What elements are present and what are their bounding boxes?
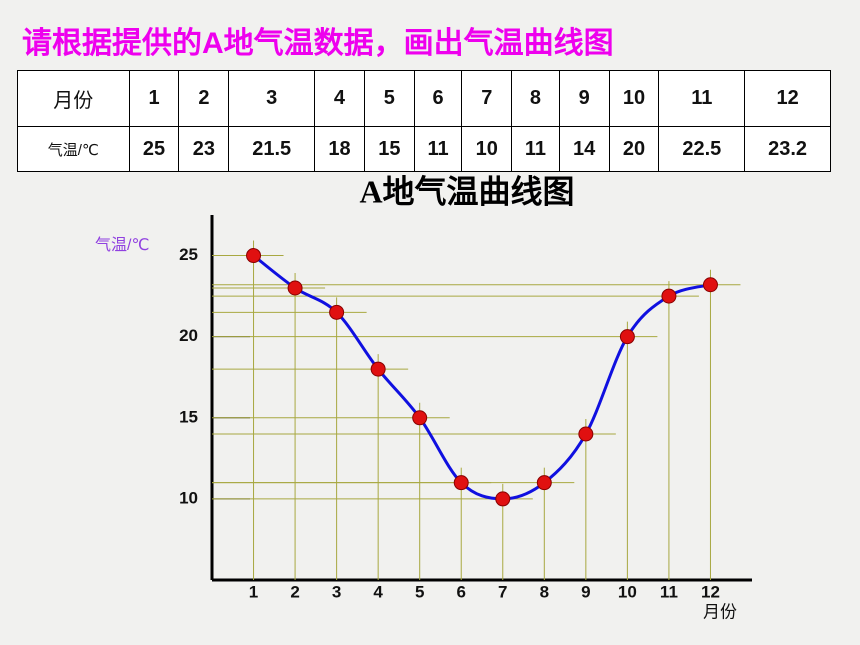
- data-point: [702, 277, 718, 293]
- data-point: [661, 288, 677, 304]
- table-row: 月份 1 2 3 4 5 6 7 8 9 10 11 12: [17, 69, 831, 128]
- table-cell: 11: [511, 126, 560, 172]
- data-point: [619, 329, 635, 345]
- x-axis-label: 月份: [703, 602, 737, 621]
- data-point: [412, 410, 428, 426]
- table-row: 气温/℃ 25 23 21.5 18 15 11 10 11 14 20 22.5 23.2: [17, 126, 831, 172]
- data-point: [329, 304, 345, 320]
- table-cell: 15: [363, 126, 415, 172]
- x-tick-label: 11: [660, 582, 678, 601]
- table-cell: 11: [658, 69, 746, 128]
- y-tick-label: 15: [179, 407, 198, 426]
- x-tick-label: 5: [415, 582, 424, 601]
- y-tick-label: 25: [179, 245, 198, 264]
- table-cell: 12: [744, 69, 831, 128]
- table-cell: 23: [178, 126, 230, 172]
- table-cell: 25: [128, 126, 180, 172]
- x-tick-label: 6: [456, 582, 465, 601]
- table-cell: 6: [413, 69, 463, 128]
- data-point: [536, 475, 552, 491]
- table-cell: 21.5: [228, 126, 316, 172]
- table-cell: 4: [314, 69, 365, 128]
- x-tick-label: 8: [540, 582, 549, 601]
- table-cell: 20: [608, 126, 660, 172]
- data-table: 月份 1 2 3 4 5 6 7 8 9 10 11 12 气温/℃ 25 23 21.5 18 15 11 10 11 1…: [17, 69, 831, 172]
- table-cell: 2: [178, 69, 230, 128]
- page-title: 请根据提供的A地气温数据，画出气温曲线图: [22, 27, 614, 60]
- x-tick-label: 4: [373, 582, 383, 601]
- y-tick-label: 20: [179, 326, 198, 345]
- x-tick-label: 7: [498, 582, 507, 601]
- table-cell: 气温/℃: [17, 126, 130, 172]
- table-cell: 7: [461, 69, 513, 128]
- table-cell: 5: [363, 69, 415, 128]
- table-cell: 14: [558, 126, 610, 172]
- y-axis-label: 气温/℃: [95, 236, 149, 254]
- data-point: [246, 248, 262, 264]
- temperature-curve: [252, 254, 711, 501]
- table-cell: 23.2: [744, 126, 831, 172]
- table-cell: 月份: [17, 69, 130, 128]
- table-cell: 8: [511, 69, 560, 128]
- data-point: [370, 361, 386, 377]
- x-tick-label: 3: [332, 582, 341, 601]
- data-point: [287, 280, 303, 296]
- x-tick-label: 1: [249, 582, 258, 601]
- data-point: [578, 426, 594, 442]
- data-point: [453, 475, 469, 491]
- table-cell: 10: [461, 126, 513, 172]
- x-tick-label: 9: [581, 582, 590, 601]
- x-tick-label: 12: [701, 582, 720, 601]
- chart-title: A地气温曲线图: [359, 173, 574, 209]
- y-tick-label: 10: [179, 488, 198, 507]
- data-point: [495, 491, 511, 507]
- table-cell: 9: [558, 69, 610, 128]
- x-tick-label: 2: [290, 582, 299, 601]
- table-cell: 18: [314, 126, 365, 172]
- x-tick-label: 10: [618, 582, 637, 601]
- table-cell: 10: [608, 69, 660, 128]
